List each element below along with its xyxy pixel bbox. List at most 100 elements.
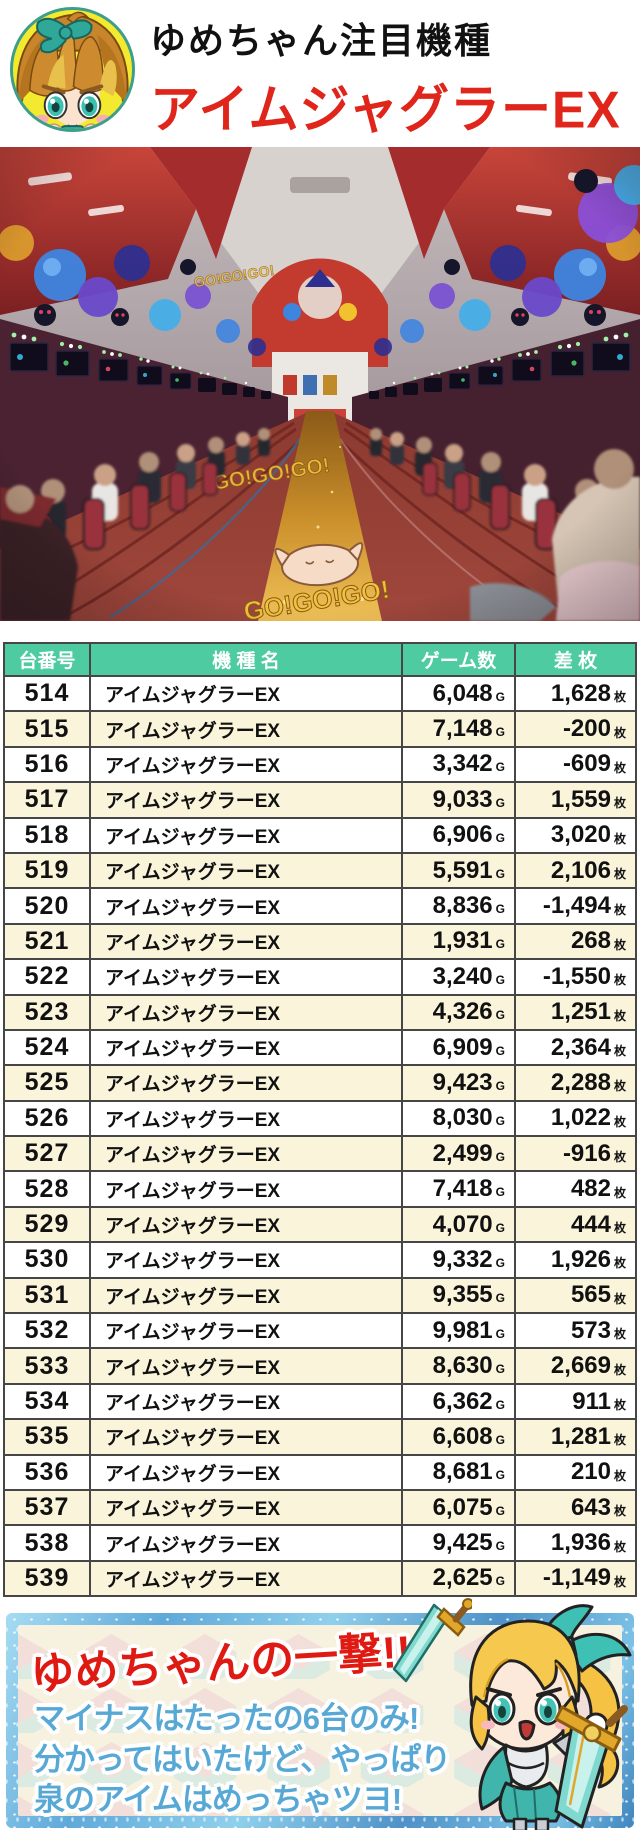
machine-number-cell: 523 xyxy=(24,997,70,1026)
machine-name-cell: アイムジャグラーEX xyxy=(89,1278,401,1313)
games-cell: 1,931 G xyxy=(401,924,514,959)
diff-cell: 643 枚 xyxy=(514,1490,635,1525)
diff-cell: 911 枚 xyxy=(514,1384,635,1419)
diff-cell: 2,288 枚 xyxy=(514,1066,635,1100)
machine-number-cell: 536 xyxy=(24,1457,70,1486)
table-row: 520 アイムジャグラーEX 8,836 G -1,494 枚 xyxy=(5,887,635,923)
games-cell: 9,425 G xyxy=(401,1526,514,1560)
banner-line-1: マイナスはたったの6台のみ! xyxy=(34,1701,419,1736)
games-cell: 6,362 G xyxy=(401,1384,514,1419)
games-cell: 6,048 G xyxy=(401,677,514,711)
machine-number-cell: 534 xyxy=(24,1387,70,1415)
games-cell: 2,499 G xyxy=(401,1137,514,1171)
table-row: 527 アイムジャグラーEX 2,499 G -916 枚 xyxy=(5,1135,635,1171)
machine-name-cell: アイムジャグラーEX xyxy=(89,924,401,959)
column-header-machine-name: 機 種 名 xyxy=(89,644,401,675)
table-row: 530 アイムジャグラーEX 9,332 G 1,926 枚 xyxy=(5,1241,635,1277)
machine-name-cell: アイムジャグラーEX xyxy=(89,960,401,994)
table-row: 538 アイムジャグラーEX 9,425 G 1,936 枚 xyxy=(5,1524,635,1560)
table-row: 529 アイムジャグラーEX 4,070 G 444 枚 xyxy=(5,1205,635,1242)
diff-cell: 2,106 枚 xyxy=(514,853,635,888)
series-title: ゆめちゃん注目機種 xyxy=(150,20,493,61)
diff-cell: 2,669 枚 xyxy=(514,1349,635,1383)
table-row: 537 アイムジャグラーEX 6,075 G 643 枚 xyxy=(5,1488,635,1525)
machine-name-cell: アイムジャグラーEX xyxy=(89,1137,401,1171)
diff-cell: 210 枚 xyxy=(514,1455,635,1489)
machine-name-cell: アイムジャグラーEX xyxy=(89,747,401,782)
table-row: 521 アイムジャグラーEX 1,931 G 268 枚 xyxy=(5,922,635,959)
diff-cell: 1,251 枚 xyxy=(514,995,635,1029)
diff-cell: -200 枚 xyxy=(514,712,635,746)
table-row: 535 アイムジャグラーEX 6,608 G 1,281 枚 xyxy=(5,1418,635,1454)
machine-number-cell: 526 xyxy=(24,1103,70,1132)
machine-name-cell: アイムジャグラーEX xyxy=(89,1490,401,1525)
table-row: 534 アイムジャグラーEX 6,362 G 911 枚 xyxy=(5,1382,635,1419)
table-row: 516 アイムジャグラーEX 3,342 G -609 枚 xyxy=(5,745,635,782)
machine-name-cell: アイムジャグラーEX xyxy=(89,1384,401,1419)
machine-name-cell: アイムジャグラーEX xyxy=(89,1420,401,1454)
comment-banner: ゆめちゃんの一撃!! マイナスはたったの6台のみ! 分かってはいたけど、やっぱり… xyxy=(6,1598,634,1830)
column-header-diff: 差 枚 xyxy=(514,644,635,675)
machine-number-cell: 517 xyxy=(24,785,70,814)
diff-cell: 1,628 枚 xyxy=(514,677,635,711)
chibi-knight-character xyxy=(424,1597,638,1830)
games-cell: 6,608 G xyxy=(401,1420,514,1454)
games-cell: 4,070 G xyxy=(401,1207,514,1242)
diff-cell: 482 枚 xyxy=(514,1172,635,1206)
machine-number-cell: 528 xyxy=(24,1174,70,1203)
table-header-row: 台番号 機 種 名 ゲーム数 差 枚 xyxy=(5,644,635,675)
games-cell: 9,332 G xyxy=(401,1243,514,1277)
diff-cell: -1,149 枚 xyxy=(514,1561,635,1596)
table-body: 514 アイムジャグラーEX 6,048 G 1,628 枚 515 アイムジャグラ… xyxy=(5,675,635,1596)
machine-number-cell: 514 xyxy=(24,679,70,708)
machine-number-cell: 529 xyxy=(24,1210,70,1239)
table-row: 528 アイムジャグラーEX 7,418 G 482 枚 xyxy=(5,1170,635,1206)
diff-cell: 1,022 枚 xyxy=(514,1101,635,1136)
machine-name-cell: アイムジャグラーEX xyxy=(89,677,401,711)
machine-name-cell: アイムジャグラーEX xyxy=(89,1349,401,1383)
games-cell: 8,630 G xyxy=(401,1349,514,1383)
games-cell: 7,418 G xyxy=(401,1172,514,1206)
table-row: 514 アイムジャグラーEX 6,048 G 1,628 枚 xyxy=(5,675,635,711)
machine-number-cell: 520 xyxy=(24,891,70,920)
machine-number-cell: 535 xyxy=(24,1422,70,1451)
machine-number-cell: 522 xyxy=(24,962,70,991)
machine-name-cell: アイムジャグラーEX xyxy=(89,1207,401,1242)
games-cell: 2,625 G xyxy=(401,1561,514,1596)
games-cell: 9,355 G xyxy=(401,1278,514,1313)
machine-number-cell: 515 xyxy=(24,714,70,743)
diff-cell: 565 枚 xyxy=(514,1278,635,1313)
machine-title: アイムジャグラーEX xyxy=(150,80,621,139)
parlor-photo: GO!GO!GO! xyxy=(0,147,640,621)
table-row: 533 アイムジャグラーEX 8,630 G 2,669 枚 xyxy=(5,1347,635,1383)
table-row: 523 アイムジャグラーEX 4,326 G 1,251 枚 xyxy=(5,993,635,1029)
title-block: ゆめちゃん注目機種 アイムジャグラーEX xyxy=(150,12,630,140)
column-header-games: ゲーム数 xyxy=(401,644,514,675)
page-header: ゆめちゃん注目機種 アイムジャグラーEX xyxy=(0,0,640,147)
diff-cell: 1,281 枚 xyxy=(514,1420,635,1454)
diff-cell: 268 枚 xyxy=(514,924,635,959)
machine-number-cell: 524 xyxy=(24,1033,70,1062)
table-row: 539 アイムジャグラーEX 2,625 G -1,149 枚 xyxy=(5,1559,635,1596)
games-cell: 7,148 G xyxy=(401,712,514,746)
machine-name-cell: アイムジャグラーEX xyxy=(89,1030,401,1065)
table-row: 531 アイムジャグラーEX 9,355 G 565 枚 xyxy=(5,1276,635,1313)
machine-number-cell: 531 xyxy=(24,1280,70,1309)
diff-cell: 2,364 枚 xyxy=(514,1030,635,1065)
machine-name-cell: アイムジャグラーEX xyxy=(89,1066,401,1100)
games-cell: 5,591 G xyxy=(401,853,514,888)
table-row: 515 アイムジャグラーEX 7,148 G -200 枚 xyxy=(5,710,635,746)
table-row: 526 アイムジャグラーEX 8,030 G 1,022 枚 xyxy=(5,1099,635,1136)
diff-cell: -609 枚 xyxy=(514,747,635,782)
games-cell: 3,240 G xyxy=(401,960,514,994)
diff-cell: 1,926 枚 xyxy=(514,1243,635,1277)
machine-name-cell: アイムジャグラーEX xyxy=(89,712,401,746)
machine-name-cell: アイムジャグラーEX xyxy=(89,1101,401,1136)
diff-cell: 1,559 枚 xyxy=(514,783,635,817)
games-cell: 9,981 G xyxy=(401,1314,514,1348)
games-cell: 3,342 G xyxy=(401,747,514,782)
machine-name-cell: アイムジャグラーEX xyxy=(89,1172,401,1206)
table-row: 532 アイムジャグラーEX 9,981 G 573 枚 xyxy=(5,1312,635,1348)
machine-number-cell: 537 xyxy=(24,1493,70,1522)
games-cell: 9,423 G xyxy=(401,1066,514,1100)
